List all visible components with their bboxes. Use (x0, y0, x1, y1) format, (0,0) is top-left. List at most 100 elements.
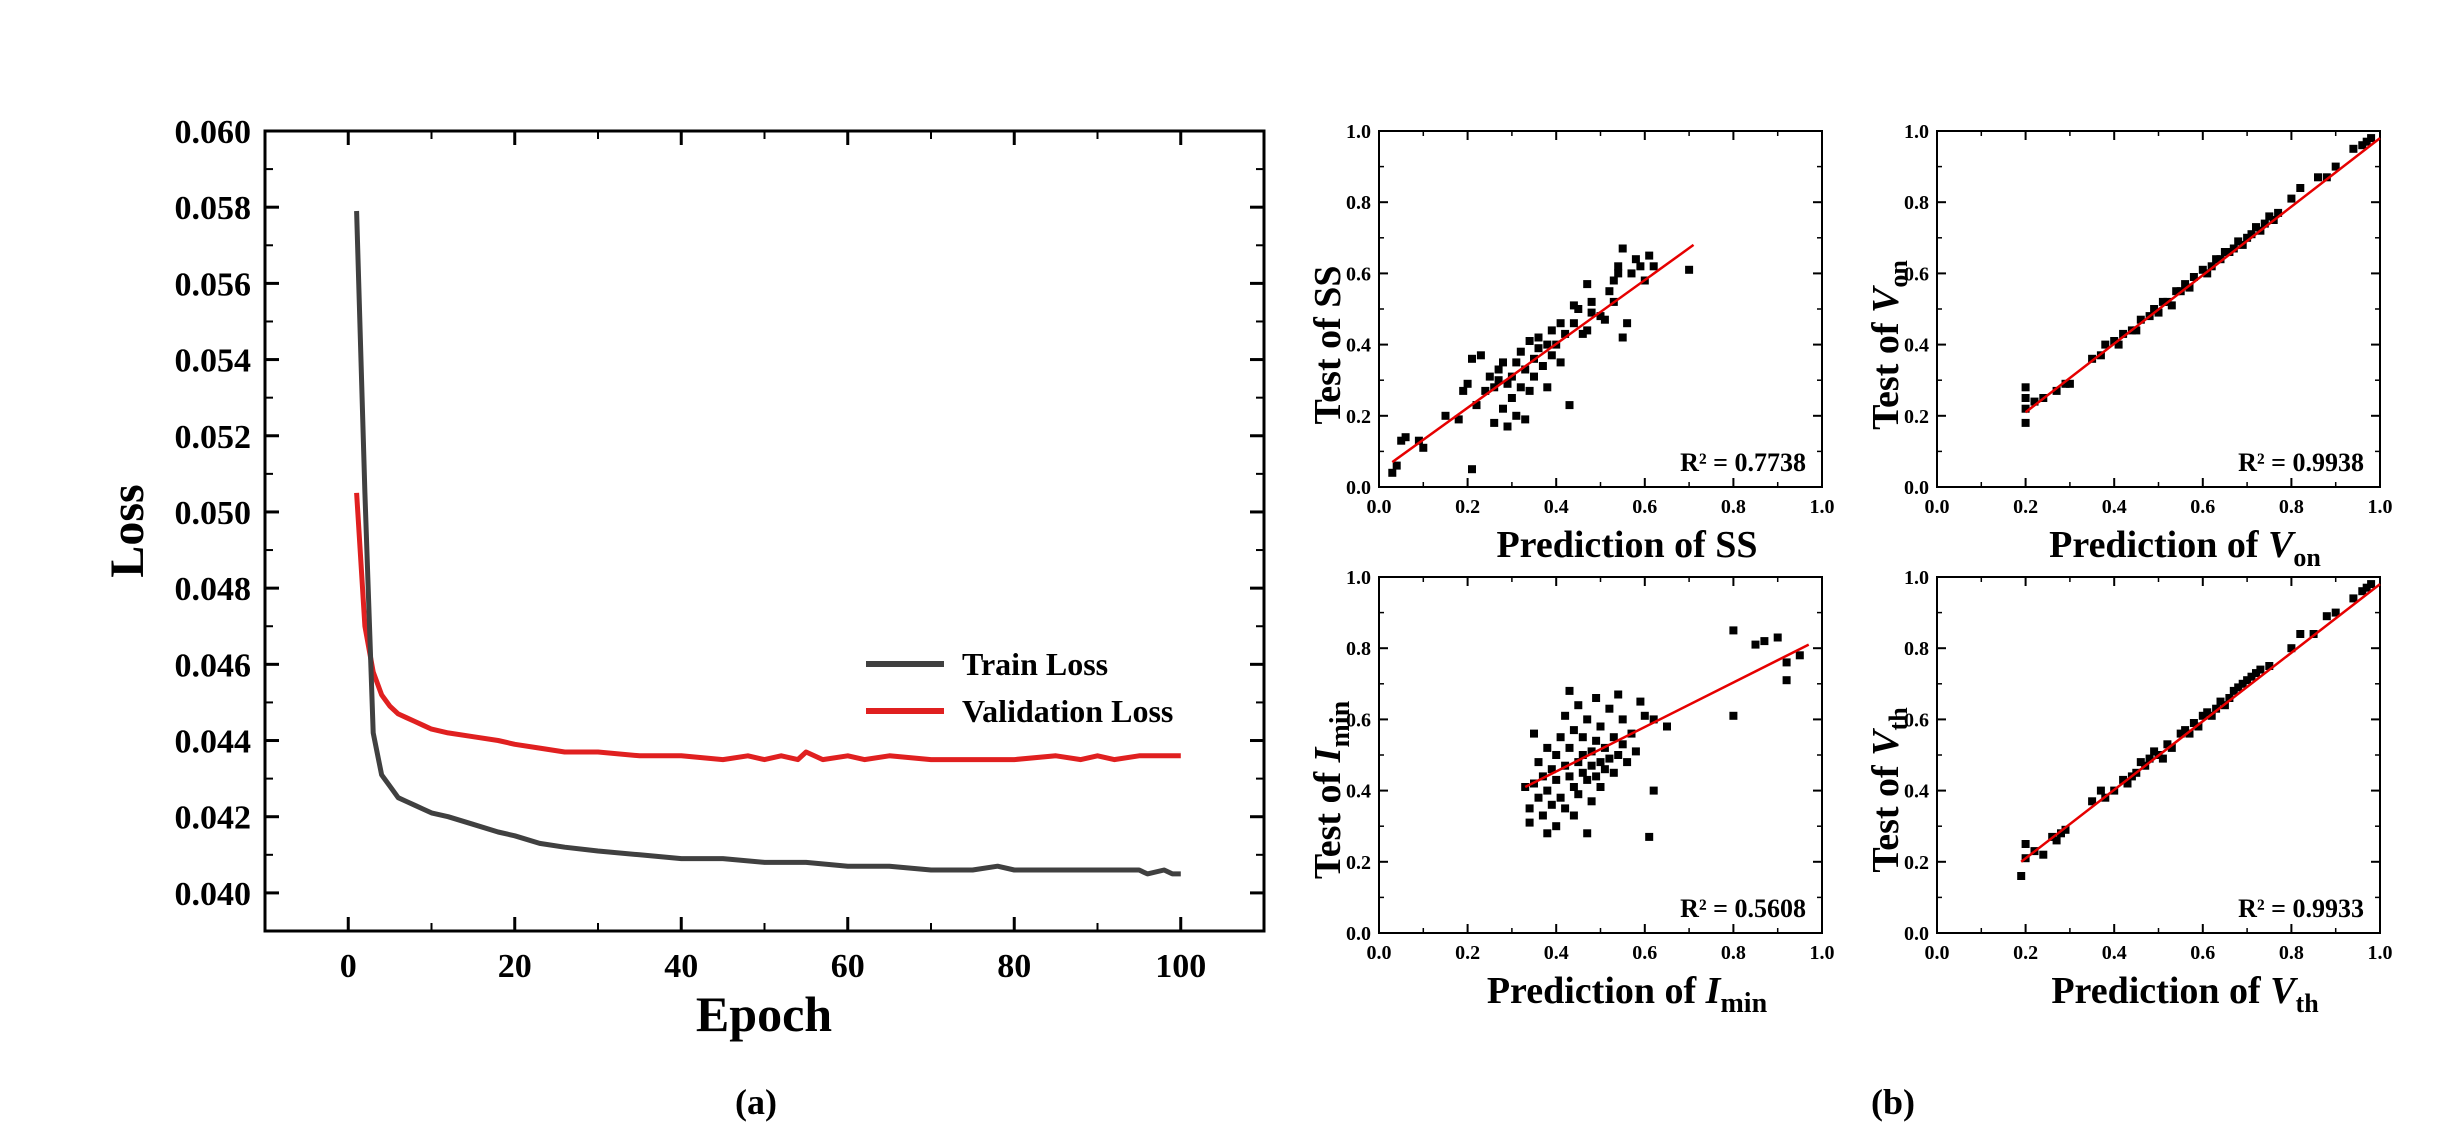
imin-data-point (1565, 686, 1574, 695)
von-data-point (2030, 397, 2039, 406)
von-data-point (2274, 208, 2283, 217)
vth-data-point (2349, 594, 2358, 603)
imin-data-point (1623, 758, 1632, 767)
imin-data-point (1569, 811, 1578, 820)
von-r2-label: R² = 0.9938 (2238, 448, 2364, 477)
von-data-point (2212, 255, 2221, 264)
loss-y-tick-label: 0.050 (175, 495, 252, 532)
imin-data-point (1592, 736, 1601, 745)
loss-y-tick-label: 0.044 (175, 724, 252, 761)
vth-data-point (2367, 580, 2376, 589)
vth-data-point (2158, 754, 2167, 763)
von-data-point (2158, 297, 2167, 306)
vth-data-point (2163, 740, 2172, 749)
imin-data-point (1547, 800, 1556, 809)
ss-data-point (1578, 329, 1587, 338)
vth-r2-label: R² = 0.9933 (2238, 894, 2364, 923)
ss-y-axis-label: Test of SS (1307, 265, 1349, 424)
ss-data-point (1618, 333, 1627, 342)
ss-data-point (1397, 436, 1406, 445)
scatter-ss: 0.00.00.20.20.40.40.60.60.80.81.01.0R² =… (1346, 121, 1835, 518)
ss-data-point (1609, 276, 1618, 285)
ss-data-point (1645, 251, 1654, 260)
imin-x-tick-label: 1.0 (1810, 942, 1835, 964)
ss-data-point (1547, 326, 1556, 335)
von-data-point (2114, 340, 2123, 349)
imin-data-point (1592, 772, 1601, 781)
imin-y-tick-label: 1.0 (1346, 567, 1371, 589)
imin-data-point (1574, 701, 1583, 710)
ss-data-point (1472, 401, 1481, 410)
von-y-tick-label: 1.0 (1904, 121, 1929, 143)
von-data-point (2225, 248, 2234, 256)
ss-data-point (1419, 443, 1428, 452)
imin-data-point (1600, 765, 1609, 774)
ss-data-point (1587, 308, 1596, 317)
imin-data-point (1525, 818, 1534, 827)
ss-data-point (1556, 319, 1565, 328)
vth-data-point (2358, 587, 2367, 596)
von-data-point (2167, 301, 2176, 310)
vth-data-point (2243, 676, 2252, 685)
imin-data-point (1583, 829, 1592, 838)
loss-x-tick-label: 0 (340, 948, 357, 985)
ss-data-point (1587, 297, 1596, 306)
imin-data-point (1614, 751, 1623, 759)
von-data-point (2052, 386, 2061, 395)
imin-data-point (1636, 697, 1645, 706)
von-data-point (2367, 134, 2376, 143)
ss-data-point (1476, 351, 1485, 360)
imin-data-point (1534, 793, 1543, 802)
imin-data-point (1561, 711, 1570, 720)
vth-y-tick-label: 0.8 (1904, 638, 1929, 660)
ss-data-point (1401, 433, 1410, 442)
imin-data-point (1618, 715, 1627, 724)
imin-data-point (1729, 626, 1738, 635)
ss-data-point (1534, 344, 1543, 353)
imin-r2-label: R² = 0.5608 (1680, 894, 1806, 923)
von-data-point (2287, 194, 2296, 203)
von-data-point (2132, 326, 2141, 335)
ss-x-tick-label: 0.8 (1721, 496, 1746, 518)
vth-data-point (2216, 697, 2225, 706)
vth-data-point (2225, 694, 2234, 702)
ss-data-point (1631, 255, 1640, 264)
series-line-train-loss (354, 210, 1181, 877)
von-data-point (2119, 329, 2128, 338)
loss-y-tick-label: 0.048 (175, 571, 252, 608)
loss-x-tick-label: 20 (498, 948, 532, 985)
series-line-validation-loss (354, 492, 1181, 763)
loss-x-tick-label: 80 (997, 948, 1031, 985)
vth-data-point (2096, 786, 2105, 795)
scatter-imin: 0.00.00.20.20.40.40.60.60.80.81.01.0R² =… (1346, 567, 1835, 964)
vth-data-point (2189, 719, 2198, 727)
ss-r2-label: R² = 0.7738 (1680, 448, 1806, 477)
ss-y-tick-label: 1.0 (1346, 121, 1371, 143)
von-data-point (2322, 173, 2331, 182)
vth-data-point (2229, 686, 2238, 695)
imin-x-tick-label: 0.2 (1455, 942, 1480, 964)
vth-data-point (2198, 711, 2207, 720)
von-y-tick-label: 0.6 (1904, 263, 1929, 285)
ss-data-point (1441, 411, 1450, 420)
vth-data-point (2052, 836, 2061, 845)
loss-y-tick-label: 0.060 (175, 114, 252, 151)
vth-data-point (2234, 683, 2243, 692)
imin-plot-frame (1378, 576, 1823, 934)
von-data-point (2154, 308, 2163, 317)
imin-data-point (1795, 651, 1804, 660)
loss-y-tick-label: 0.056 (175, 266, 252, 303)
ss-data-point (1463, 379, 1472, 388)
von-y-tick-label: 0.0 (1904, 477, 1929, 499)
imin-data-point (1543, 829, 1552, 838)
imin-y-tick-label: 0.0 (1346, 923, 1371, 945)
ss-data-point (1530, 372, 1538, 381)
imin-data-point (1729, 711, 1738, 720)
imin-data-point (1782, 658, 1791, 667)
imin-data-point (1525, 804, 1534, 813)
von-data-point (2021, 383, 2030, 392)
vth-x-tick-label: 0.0 (1925, 942, 1950, 964)
ss-data-point (1494, 365, 1503, 374)
ss-data-point (1547, 351, 1556, 360)
imin-data-point (1605, 754, 1614, 763)
